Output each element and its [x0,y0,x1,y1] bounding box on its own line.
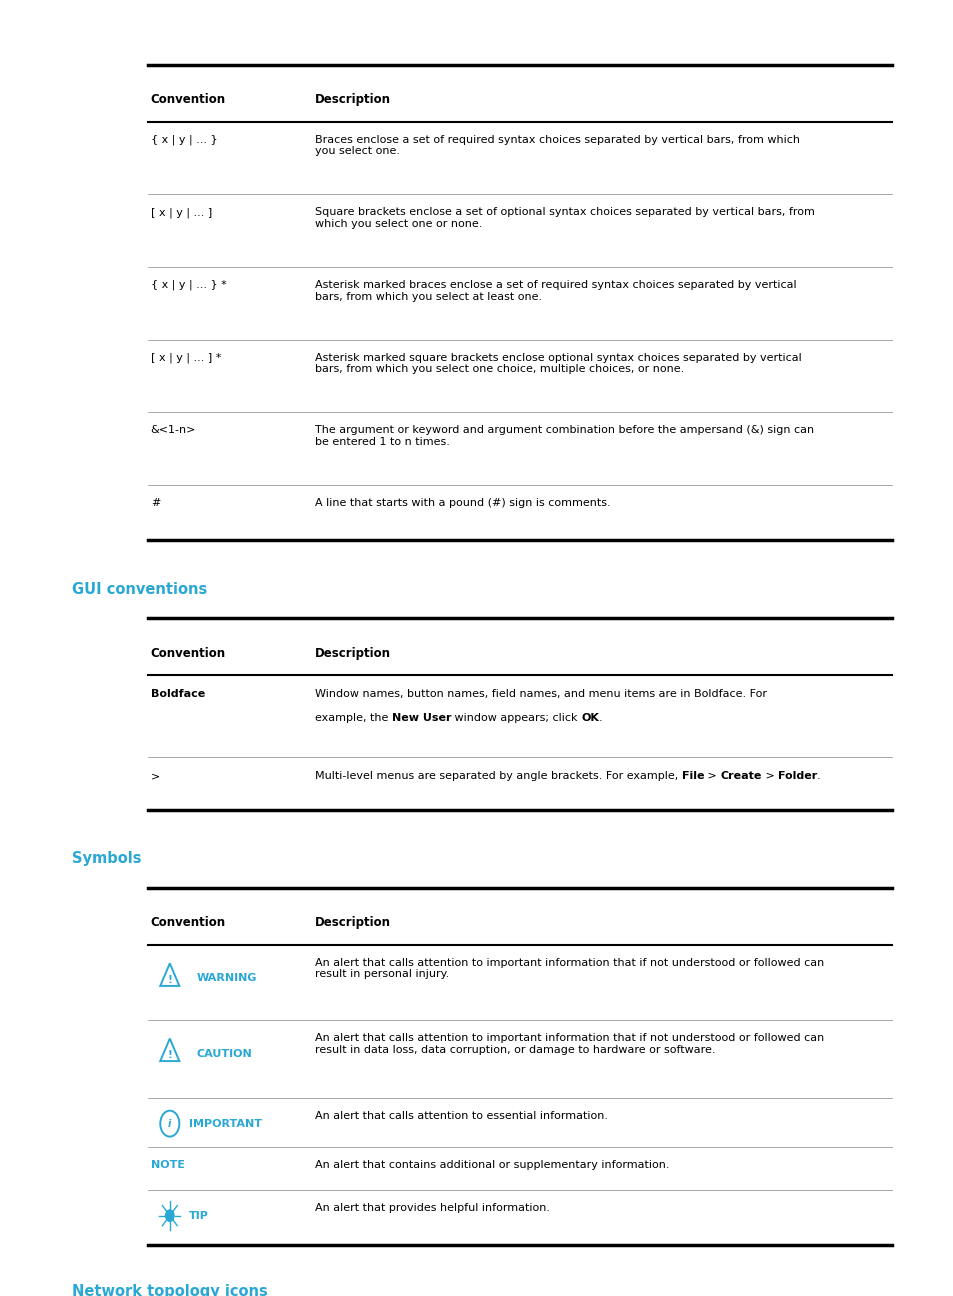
Text: >: > [703,771,720,781]
Text: Description: Description [314,916,391,929]
Text: .: . [598,713,602,723]
Text: Asterisk marked braces enclose a set of required syntax choices separated by ver: Asterisk marked braces enclose a set of … [314,280,796,302]
Text: Multi-level menus are separated by angle brackets. For example,: Multi-level menus are separated by angle… [314,771,680,781]
Text: New User: New User [392,713,451,723]
Text: #: # [151,498,160,508]
Text: WARNING: WARNING [196,973,256,984]
Text: File: File [680,771,703,781]
Text: Network topology icons: Network topology icons [71,1284,267,1296]
Circle shape [166,1210,173,1221]
Text: An alert that calls attention to important information that if not understood or: An alert that calls attention to importa… [314,958,823,980]
Text: CAUTION: CAUTION [196,1048,252,1059]
Text: Create: Create [720,771,760,781]
Text: Window names, button names, field names, and menu items are in Boldface. For: Window names, button names, field names,… [314,689,766,700]
Text: [ x | y | ... ]: [ x | y | ... ] [151,207,212,218]
Text: Convention: Convention [151,916,226,929]
Text: IMPORTANT: IMPORTANT [189,1118,262,1129]
Text: Folder: Folder [777,771,817,781]
Text: An alert that calls attention to important information that if not understood or: An alert that calls attention to importa… [314,1033,823,1055]
Text: The argument or keyword and argument combination before the ampersand (&) sign c: The argument or keyword and argument com… [314,425,813,447]
Text: &<1-n>: &<1-n> [151,425,196,435]
Text: NOTE: NOTE [151,1160,185,1170]
Text: i: i [168,1118,172,1129]
Text: An alert that provides helpful information.: An alert that provides helpful informati… [314,1203,549,1213]
Text: Symbols: Symbols [71,851,141,867]
Text: >: > [151,771,160,781]
Text: OK: OK [580,713,598,723]
Text: A line that starts with a pound (#) sign is comments.: A line that starts with a pound (#) sign… [314,498,610,508]
Text: example, the: example, the [314,713,392,723]
Text: TIP: TIP [189,1210,209,1221]
Text: An alert that calls attention to essential information.: An alert that calls attention to essenti… [314,1111,607,1121]
Text: Convention: Convention [151,647,226,660]
Text: [ x | y | ... ] *: [ x | y | ... ] * [151,353,221,363]
Text: An alert that contains additional or supplementary information.: An alert that contains additional or sup… [314,1160,669,1170]
Text: { x | y | ... } *: { x | y | ... } * [151,280,226,290]
Text: .: . [817,771,820,781]
Text: GUI conventions: GUI conventions [71,582,207,597]
Text: window appears; click: window appears; click [451,713,580,723]
Text: Description: Description [314,93,391,106]
Text: { x | y | ... }: { x | y | ... } [151,135,217,145]
Text: Asterisk marked square brackets enclose optional syntax choices separated by ver: Asterisk marked square brackets enclose … [314,353,801,375]
Text: !: ! [167,1050,172,1060]
Text: Description: Description [314,647,391,660]
Text: Braces enclose a set of required syntax choices separated by vertical bars, from: Braces enclose a set of required syntax … [314,135,799,157]
Text: Boldface: Boldface [151,689,205,700]
Text: !: ! [167,975,172,985]
Text: Square brackets enclose a set of optional syntax choices separated by vertical b: Square brackets enclose a set of optiona… [314,207,814,229]
Text: Convention: Convention [151,93,226,106]
Text: >: > [760,771,777,781]
